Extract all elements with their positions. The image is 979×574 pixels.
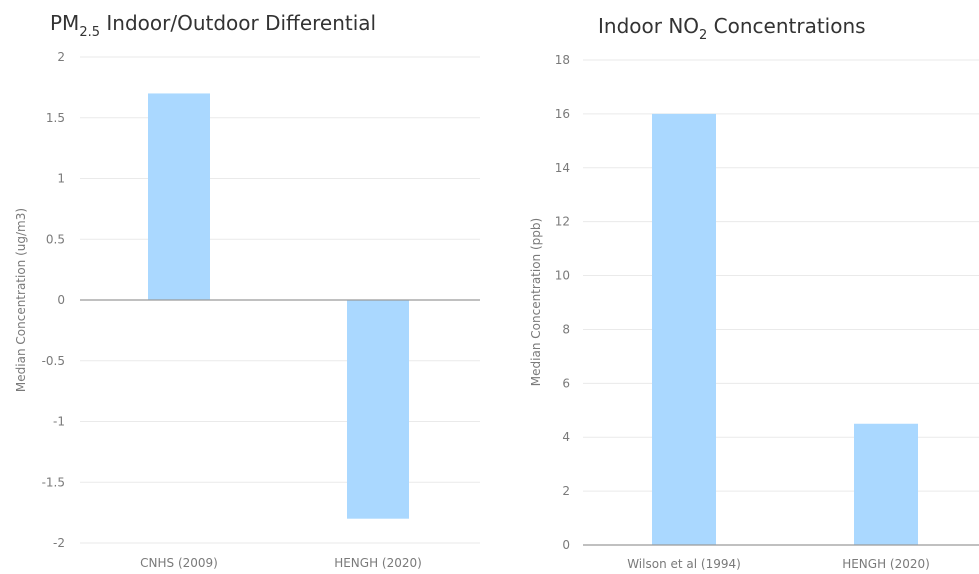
no2-x-tick-label: HENGH (2020) (842, 557, 930, 571)
pm25-y-tick-label: -1 (53, 415, 65, 429)
pm25-bar (148, 93, 210, 300)
pm25-title-sub: 2.5 (79, 25, 100, 40)
pm25-bar (347, 300, 409, 519)
no2-x-tick-label: Wilson et al (1994) (627, 557, 741, 571)
pm25-y-ticks: 2 1.5 1 0.5 0 -0.5 -1 -1.5 -2 (42, 50, 65, 550)
pm25-title-rest: Indoor/Outdoor Differential (100, 11, 376, 35)
no2-y-tick-label: 0 (562, 538, 570, 552)
no2-y-tick-label: 14 (555, 161, 570, 175)
no2-y-ticks: 18 16 14 12 10 8 6 4 2 0 (555, 53, 570, 552)
pm25-y-tick-label: -0.5 (42, 354, 65, 368)
pm25-x-tick-label: HENGH (2020) (334, 556, 422, 570)
no2-y-tick-label: 2 (562, 484, 570, 498)
no2-bar (652, 113, 716, 545)
no2-y-tick-label: 8 (562, 322, 570, 336)
no2-bar (854, 423, 918, 545)
pm25-x-tick-label: CNHS (2009) (140, 556, 218, 570)
pm25-chart-title: PM2.5 Indoor/Outdoor Differential (50, 11, 376, 40)
pm25-title-main: PM (50, 11, 79, 35)
pm25-y-tick-label: -1.5 (42, 475, 65, 489)
pm25-y-tick-label: 1 (57, 172, 65, 186)
pm25-y-tick-label: 2 (57, 50, 65, 64)
no2-chart: Indoor NO2 Concentrations Median Concent… (529, 14, 979, 571)
no2-y-axis-label: Median Concentration (ppb) (529, 218, 543, 386)
pm25-y-tick-label: -2 (53, 536, 65, 550)
no2-bars (652, 113, 918, 545)
pm25-y-tick-label: 0 (57, 293, 65, 307)
no2-y-tick-label: 10 (555, 269, 570, 283)
no2-y-tick-label: 6 (562, 376, 570, 390)
no2-y-tick-label: 16 (555, 107, 570, 121)
no2-title-sub: 2 (699, 28, 707, 43)
no2-x-ticks: Wilson et al (1994) HENGH (2020) (627, 557, 930, 571)
pm25-chart: PM2.5 Indoor/Outdoor Differential Median… (14, 11, 480, 570)
pm25-y-tick-label: 1.5 (46, 111, 65, 125)
no2-gridlines (583, 59, 979, 546)
no2-title-main: Indoor NO (598, 14, 699, 38)
no2-y-tick-label: 4 (562, 430, 570, 444)
pm25-y-tick-label: 0.5 (46, 232, 65, 246)
no2-chart-title: Indoor NO2 Concentrations (598, 14, 866, 43)
pm25-bars (148, 93, 409, 519)
pm25-x-ticks: CNHS (2009) HENGH (2020) (140, 556, 422, 570)
pm25-y-axis-label: Median Concentration (ug/m3) (14, 208, 28, 392)
no2-title-rest: Concentrations (707, 14, 865, 38)
no2-y-tick-label: 18 (555, 53, 570, 67)
no2-y-tick-label: 12 (555, 215, 570, 229)
